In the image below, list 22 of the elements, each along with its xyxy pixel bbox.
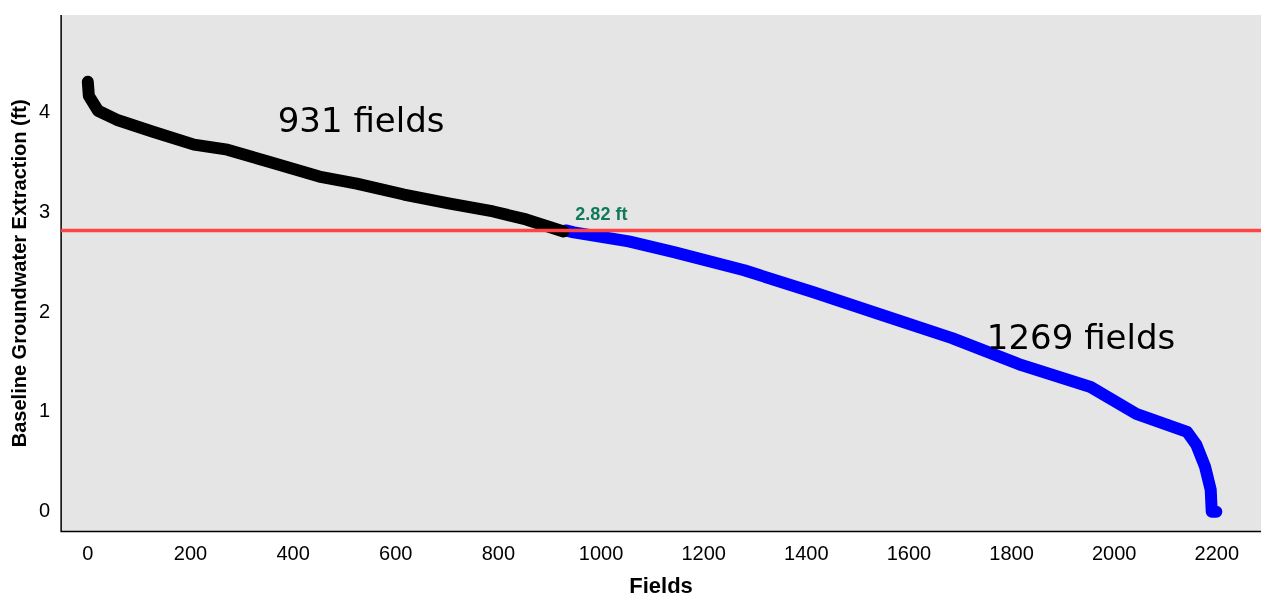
x-axis-title: Fields (629, 572, 693, 598)
annotation: 931 fields (277, 100, 445, 141)
y-tick-label: 4 (39, 100, 51, 123)
x-tick-label: 600 (379, 542, 413, 565)
x-tick-label: 1000 (578, 542, 624, 565)
x-tick-label: 400 (276, 542, 310, 565)
x-tick-label: 800 (481, 542, 516, 565)
x-tick-label: 0 (82, 542, 94, 565)
ref-line-label: 2.82 ft (575, 204, 628, 225)
x-tick-label: 1200 (681, 542, 726, 565)
y-tick-label: 3 (39, 199, 51, 222)
x-tick-label: 2000 (1091, 542, 1137, 565)
y-axis-title: Baseline Groundwater Extraction (ft) (7, 99, 30, 448)
y-tick-label: 0 (39, 499, 51, 522)
annotation: 1269 fields (986, 317, 1176, 358)
x-tick-label: 1400 (784, 542, 829, 565)
y-tick-label: 2 (39, 299, 51, 322)
x-tick-label: 1800 (989, 542, 1034, 565)
y-tick-label: 1 (39, 399, 51, 422)
x-tick-label: 2200 (1194, 542, 1240, 565)
x-tick-label: 200 (173, 542, 208, 565)
x-tick-label: 1600 (886, 542, 932, 565)
